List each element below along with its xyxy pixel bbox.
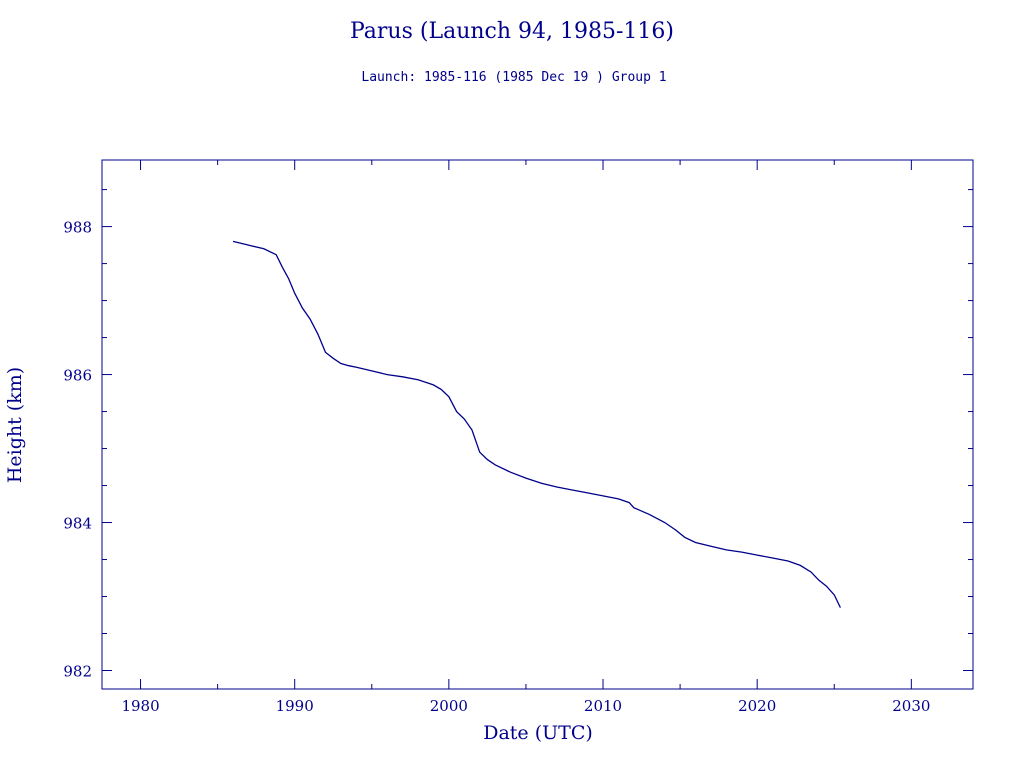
x-tick-label: 2030: [892, 697, 930, 715]
y-axis-label: Height (km): [4, 367, 26, 483]
y-axis-ticks: [102, 189, 973, 672]
x-tick-label: 2000: [430, 697, 468, 715]
x-axis-tick-labels: 1980 1990 2000 2010 2020 2030: [121, 697, 930, 715]
plot-frame: [101, 159, 974, 690]
y-tick-label: 986: [63, 367, 92, 385]
y-tick-label: 988: [63, 219, 92, 237]
x-tick-label: 1990: [276, 697, 314, 715]
height-series-line: [232, 240, 841, 608]
x-axis-label: Date (UTC): [483, 722, 593, 744]
chart-title: Parus (Launch 94, 1985-116): [350, 19, 674, 44]
x-axis-ticks: [140, 160, 912, 689]
chart-subtitle: Launch: 1985-116 (1985 Dec 19 ) Group 1: [361, 70, 666, 85]
y-tick-label: 982: [63, 663, 92, 681]
y-axis-tick-labels: 982 984 986 988: [63, 219, 92, 681]
x-tick-label: 2020: [738, 697, 776, 715]
x-tick-label: 2010: [584, 697, 622, 715]
x-tick-label: 1980: [121, 697, 159, 715]
y-tick-label: 984: [63, 515, 92, 533]
